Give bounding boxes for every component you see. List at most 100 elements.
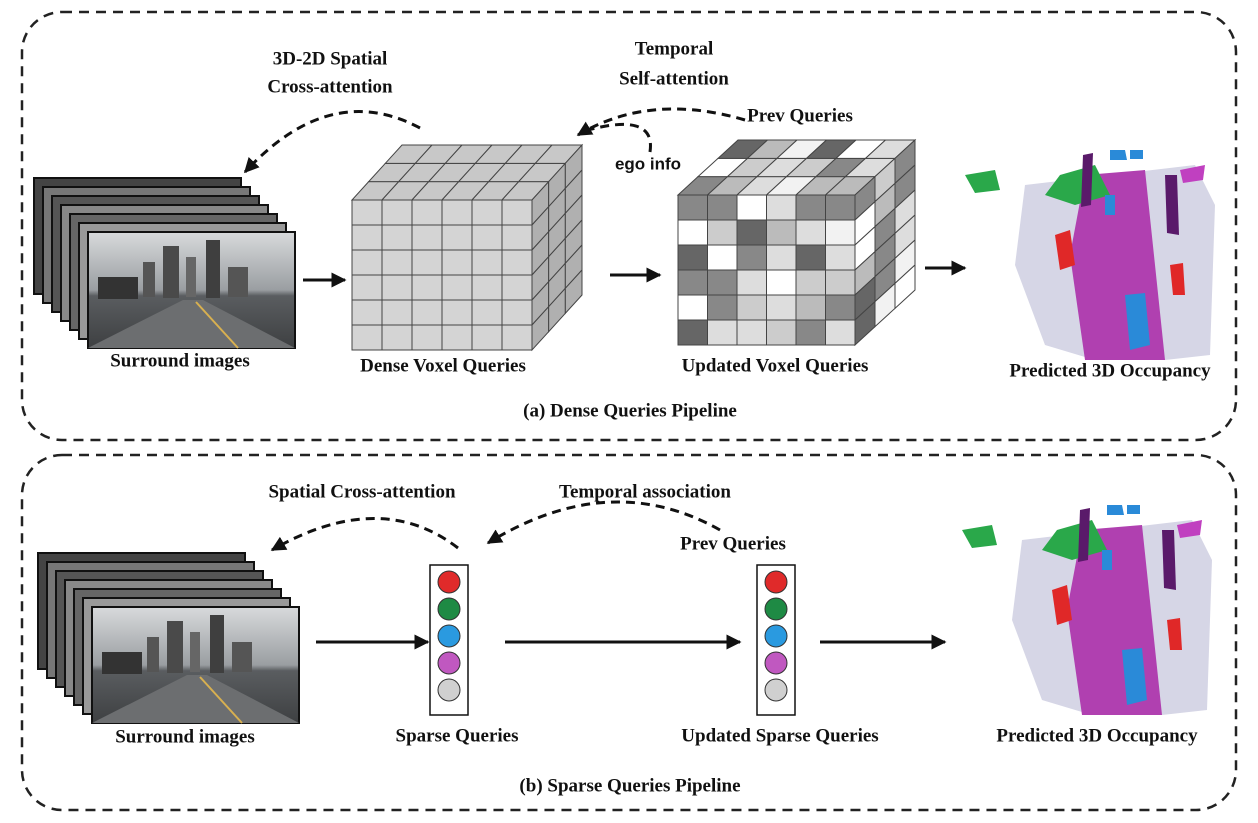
label: Prev Queries xyxy=(680,533,786,554)
voxel xyxy=(381,224,413,251)
caption: (a) Dense Queries Pipeline xyxy=(523,400,737,421)
label: ego info xyxy=(615,154,681,173)
label: Cross-attention xyxy=(267,76,393,97)
voxel xyxy=(677,244,708,271)
voxel-side xyxy=(894,263,916,310)
query xyxy=(764,651,788,675)
label: Temporal association xyxy=(559,481,731,502)
voxel xyxy=(441,324,473,351)
voxel xyxy=(736,319,767,346)
voxel xyxy=(766,194,797,221)
occupancy xyxy=(962,505,1212,715)
query xyxy=(764,678,788,702)
voxel xyxy=(736,269,767,296)
dashed-arrow xyxy=(243,110,421,174)
dashed-arrow xyxy=(270,517,459,552)
voxel xyxy=(501,299,533,326)
dashed-arrow xyxy=(486,500,721,545)
voxel xyxy=(411,249,443,276)
voxel xyxy=(707,319,738,346)
voxel xyxy=(411,224,443,251)
voxel xyxy=(677,319,708,346)
voxel xyxy=(766,269,797,296)
label: Surround images xyxy=(115,726,255,747)
voxel xyxy=(381,299,413,326)
query xyxy=(437,597,461,621)
voxel xyxy=(441,249,473,276)
voxel-cubes xyxy=(350,138,917,352)
voxel xyxy=(411,299,443,326)
voxel xyxy=(766,294,797,321)
voxel xyxy=(351,274,383,301)
voxel xyxy=(471,299,503,326)
voxel xyxy=(351,224,383,251)
label: 3D-2D Spatial xyxy=(273,48,388,69)
voxel xyxy=(501,324,533,351)
voxel xyxy=(351,324,383,351)
voxel xyxy=(825,244,856,271)
label: Dense Voxel Queries xyxy=(360,355,526,376)
voxel xyxy=(795,319,826,346)
voxel xyxy=(825,319,856,346)
voxel xyxy=(736,294,767,321)
voxel xyxy=(707,244,738,271)
query xyxy=(764,570,788,594)
panel-b xyxy=(20,453,1238,812)
voxel xyxy=(795,194,826,221)
voxel xyxy=(677,194,708,221)
voxel-side xyxy=(564,268,583,315)
voxel xyxy=(766,319,797,346)
query xyxy=(764,624,788,648)
voxel xyxy=(707,294,738,321)
voxel xyxy=(471,324,503,351)
voxel xyxy=(707,269,738,296)
voxel xyxy=(736,194,767,221)
voxel xyxy=(441,274,473,301)
image-stack xyxy=(38,553,299,723)
occupancy xyxy=(965,150,1215,360)
voxel xyxy=(411,274,443,301)
voxel xyxy=(825,269,856,296)
voxel xyxy=(677,269,708,296)
voxel xyxy=(351,199,383,226)
voxel xyxy=(381,199,413,226)
label: Temporal xyxy=(635,38,713,59)
query xyxy=(437,624,461,648)
label: Prev Queries xyxy=(747,105,853,126)
query xyxy=(437,570,461,594)
label: Surround images xyxy=(110,350,250,371)
image-stack xyxy=(34,178,295,348)
voxel xyxy=(736,219,767,246)
voxel xyxy=(501,249,533,276)
voxel xyxy=(766,244,797,271)
label: Updated Voxel Queries xyxy=(682,355,869,376)
label: Spatial Cross-attention xyxy=(268,481,455,502)
voxel xyxy=(501,199,533,226)
label: Predicted 3D Occupancy xyxy=(1009,360,1211,381)
voxel xyxy=(411,199,443,226)
panel-a xyxy=(20,10,1238,442)
voxel xyxy=(501,224,533,251)
dashed-arrow xyxy=(587,122,652,153)
label: Self-attention xyxy=(619,68,729,89)
label: Sparse Queries xyxy=(396,725,519,746)
voxel xyxy=(795,244,826,271)
voxel xyxy=(795,294,826,321)
voxel xyxy=(471,199,503,226)
voxel xyxy=(471,274,503,301)
query xyxy=(764,597,788,621)
label: Updated Sparse Queries xyxy=(681,725,878,746)
dashed-arrow xyxy=(576,107,746,137)
voxel xyxy=(351,249,383,276)
voxel xyxy=(441,299,473,326)
voxel xyxy=(825,194,856,221)
voxel xyxy=(766,219,797,246)
voxel xyxy=(707,219,738,246)
voxel xyxy=(501,274,533,301)
voxel xyxy=(825,219,856,246)
voxel xyxy=(441,199,473,226)
voxel xyxy=(381,249,413,276)
query xyxy=(437,651,461,675)
query xyxy=(437,678,461,702)
